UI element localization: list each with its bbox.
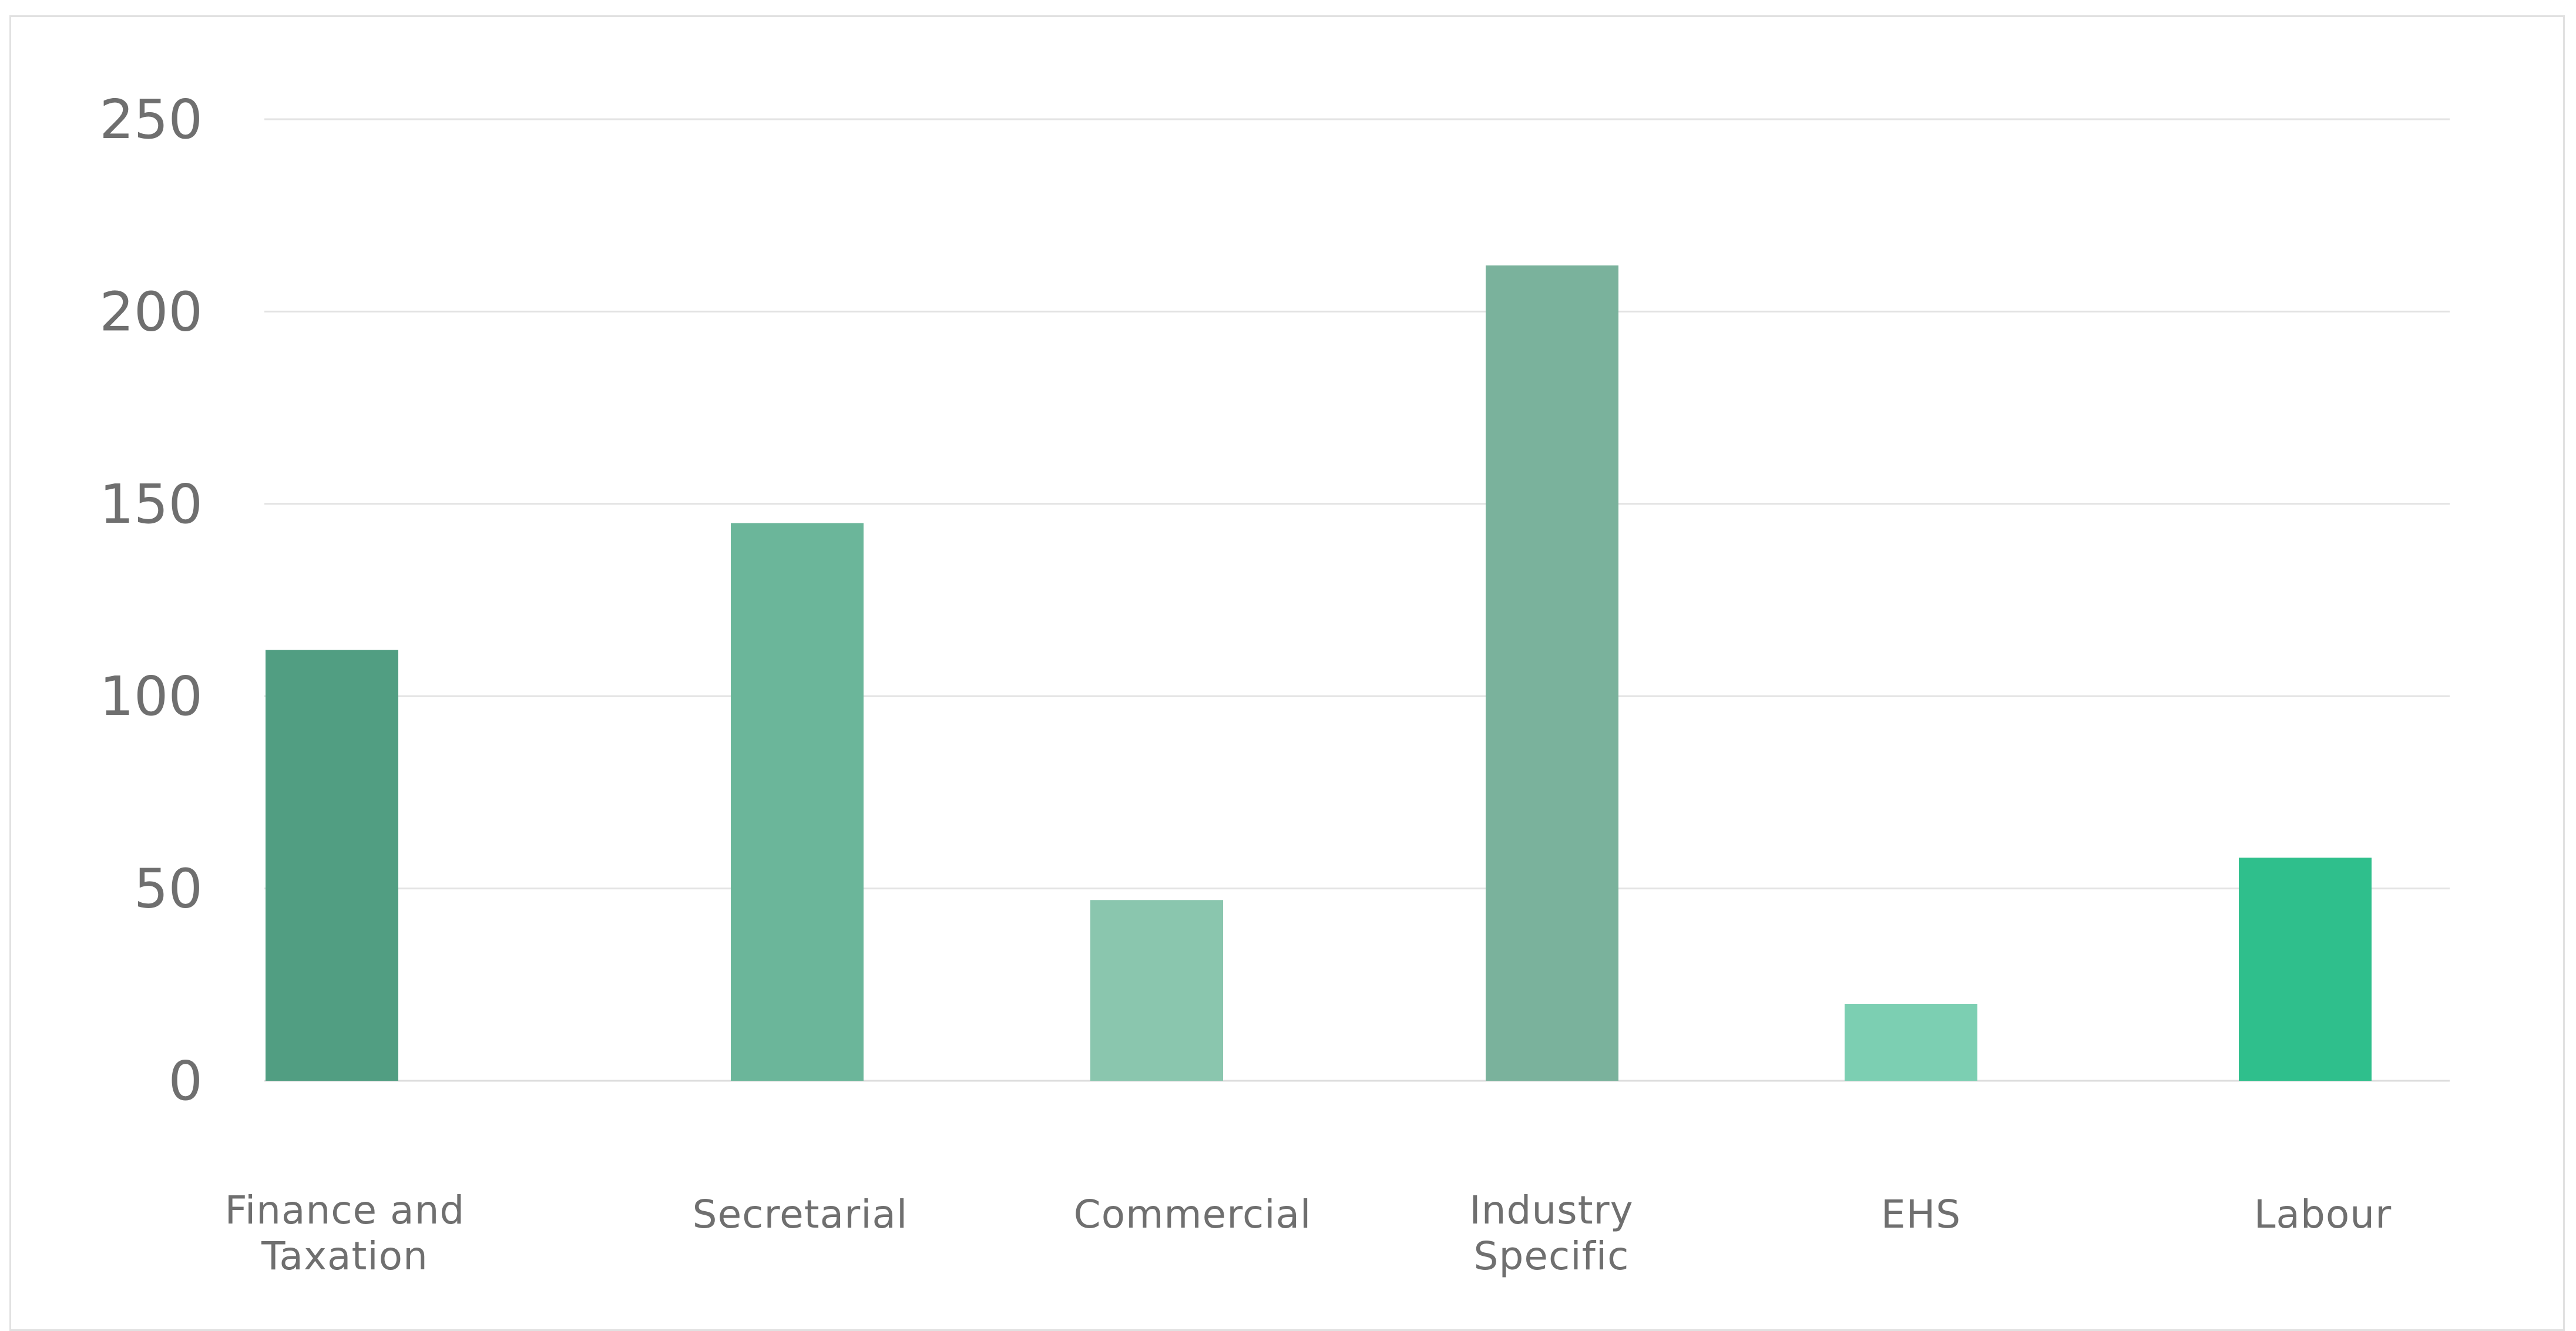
y-tick-label: 0: [168, 1050, 203, 1112]
x-tick-label-line: EHS: [1881, 1192, 1961, 1237]
x-tick-label: Finance and Taxation: [225, 1188, 465, 1279]
x-tick-label: Commercial: [1074, 1192, 1312, 1237]
x-axis-ticks: Finance and Taxation Secretarial Commercial…: [225, 1188, 2392, 1279]
x-tick-label-line: Industry: [1469, 1188, 1633, 1233]
y-tick-label: 200: [99, 280, 203, 343]
bar: [266, 650, 398, 1081]
bar: [1090, 900, 1223, 1081]
x-tick-label-line: Taxation: [261, 1233, 428, 1279]
x-tick-label: Industry Specific: [1469, 1188, 1633, 1279]
bar: [2239, 858, 2372, 1081]
chart-frame: [9, 15, 2565, 1331]
x-tick-label-line: Finance and: [225, 1188, 465, 1233]
y-tick-label: 250: [99, 88, 203, 151]
bar: [1486, 265, 1618, 1081]
bars: [266, 265, 2372, 1081]
x-tick-label-line: Commercial: [1074, 1192, 1312, 1237]
x-tick-label: Labour: [2254, 1192, 2392, 1237]
y-tick-label: 150: [99, 473, 203, 536]
x-tick-label-line: Specific: [1474, 1233, 1630, 1279]
gridlines: [264, 118, 2450, 1082]
y-tick-label: 100: [99, 665, 203, 728]
bar: [1845, 1004, 1977, 1081]
x-tick-label-line: Labour: [2254, 1192, 2392, 1237]
x-tick-label: EHS: [1881, 1192, 1961, 1237]
bar: [731, 523, 864, 1081]
x-tick-label-line: Secretarial: [693, 1192, 908, 1237]
x-tick-label: Secretarial: [693, 1192, 908, 1237]
y-tick-label: 50: [134, 858, 203, 920]
y-axis-ticks: 0 50 100 150 200 250: [99, 88, 203, 1112]
